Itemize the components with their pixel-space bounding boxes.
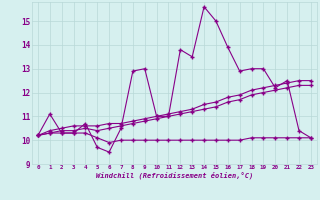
X-axis label: Windchill (Refroidissement éolien,°C): Windchill (Refroidissement éolien,°C) bbox=[96, 172, 253, 179]
